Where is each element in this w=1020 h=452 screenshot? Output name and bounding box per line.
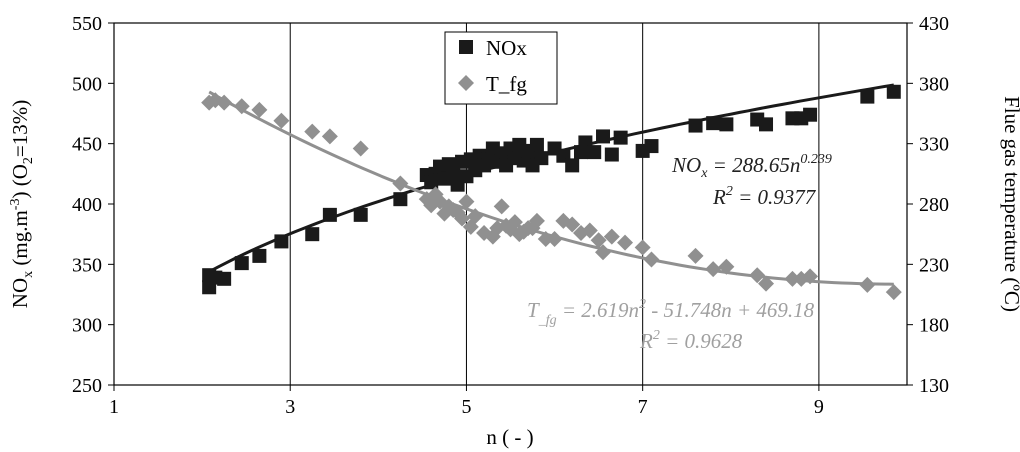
- data-points: [201, 84, 902, 301]
- y-right-tick-label: 430: [919, 13, 949, 35]
- tfg-data-point: [885, 284, 902, 301]
- nox-data-point: [706, 116, 721, 131]
- nox-data-point: [353, 207, 368, 222]
- y-left-tick-label: 550: [72, 13, 102, 35]
- nox-data-point: [688, 118, 703, 133]
- nox-data-point: [565, 158, 580, 173]
- tfg-data-point: [304, 123, 321, 140]
- tfg-data-point: [617, 234, 634, 251]
- x-axis-label: n ( - ): [486, 425, 533, 449]
- tfg-data-point: [546, 230, 563, 247]
- tfg-data-point: [493, 198, 510, 215]
- nox-data-point: [305, 227, 320, 242]
- y-left-tick-label: 300: [72, 315, 102, 337]
- x-tick-label: 7: [638, 396, 648, 418]
- legend-nox-marker: [459, 40, 473, 54]
- nox-fit-equation: NOx = 288.65n0.239: [671, 152, 832, 181]
- y-right-tick-label: 380: [919, 73, 949, 95]
- y-left-tick-label: 250: [72, 375, 102, 397]
- legend-tfg-label: T_fg: [486, 72, 527, 96]
- nox-data-point: [803, 107, 818, 122]
- y-left-tick-label: 400: [72, 194, 102, 216]
- tfg-data-point: [758, 275, 775, 292]
- tfg-data-point: [216, 94, 233, 111]
- y-axis-right-label: Flue gas temperature (ºC): [1000, 96, 1020, 312]
- x-tick-label: 9: [814, 396, 824, 418]
- tfg-data-point: [590, 232, 607, 249]
- nox-data-point: [274, 234, 289, 249]
- y-right-tick-label: 180: [919, 315, 949, 337]
- tfg-data-point: [251, 101, 268, 118]
- y-left-tick-label: 350: [72, 254, 102, 276]
- y-left-tick-label: 500: [72, 73, 102, 95]
- tfg-data-point: [467, 208, 484, 225]
- axis-ticks: 1 3 5 7 9 250 300 350 400 450 500 550 130 180 230 280 33…: [72, 13, 949, 418]
- tfg-data-point: [564, 216, 581, 233]
- nox-data-point: [719, 117, 734, 132]
- nox-data-point: [604, 147, 619, 162]
- tfg-data-point: [634, 239, 651, 256]
- tfg-data-point: [458, 193, 475, 210]
- nox-data-point: [446, 166, 461, 181]
- tfg-data-point: [802, 268, 819, 285]
- nox-data-point: [886, 84, 901, 99]
- tfg-data-point: [454, 210, 471, 227]
- tfg-data-point: [581, 222, 598, 239]
- y-right-tick-label: 230: [919, 254, 949, 276]
- nox-data-point: [860, 89, 875, 104]
- tfg-data-point: [528, 212, 545, 229]
- svg-text:NOx (mg.m-3) (O2=13%): NOx (mg.m-3) (O2=13%): [8, 100, 36, 308]
- tfg-data-point: [273, 112, 290, 129]
- nox-data-point: [759, 117, 774, 132]
- tfg-data-point: [718, 258, 735, 275]
- y-right-tick-label: 330: [919, 134, 949, 156]
- tfg-data-point: [506, 214, 523, 231]
- tfg-data-point: [687, 247, 704, 264]
- tfg-data-point: [603, 228, 620, 245]
- x-tick-label: 5: [461, 396, 471, 418]
- tfg-data-point: [595, 244, 612, 261]
- x-tick-label: 1: [109, 396, 119, 418]
- nox-data-point: [529, 137, 544, 152]
- nox-data-point: [322, 207, 337, 222]
- tfg-data-point: [705, 261, 722, 278]
- nox-data-point: [596, 129, 611, 144]
- nox-data-point: [587, 145, 602, 160]
- nox-data-point: [252, 248, 267, 263]
- legend-tfg-marker: [458, 75, 474, 91]
- nox-fit-r2: R2 = 0.9377: [712, 184, 817, 209]
- y-right-tick-label: 130: [919, 375, 949, 397]
- y-axis-left-label: NOx (mg.m-3) (O2=13%): [8, 100, 36, 308]
- tfg-data-point: [859, 276, 876, 293]
- nox-data-point: [393, 192, 408, 207]
- nox-data-point: [234, 256, 249, 271]
- y-right-tick-label: 280: [919, 194, 949, 216]
- tfg-fit-equation: T_fg = 2.619n2 - 51.748n + 469.18: [527, 297, 815, 328]
- y-left-tick-label: 450: [72, 134, 102, 156]
- tfg-data-point: [392, 175, 409, 192]
- tfg-data-point: [537, 230, 554, 247]
- tfg-data-point: [643, 251, 660, 268]
- nox-data-point: [534, 151, 549, 166]
- x-tick-label: 3: [285, 396, 295, 418]
- legend-nox-label: NOx: [486, 36, 527, 60]
- tfg-data-point: [784, 270, 801, 287]
- tfg-data-point: [233, 98, 250, 115]
- legend: NOx T_fg: [444, 31, 558, 105]
- nox-data-point: [613, 130, 628, 145]
- tfg-fit-r2: R2 = 0.9628: [639, 328, 743, 353]
- tfg-data-point: [321, 128, 338, 145]
- nox-data-point: [644, 139, 659, 154]
- tfg-data-point: [352, 140, 369, 157]
- tfg-data-point: [749, 267, 766, 284]
- nox-data-point: [217, 271, 232, 286]
